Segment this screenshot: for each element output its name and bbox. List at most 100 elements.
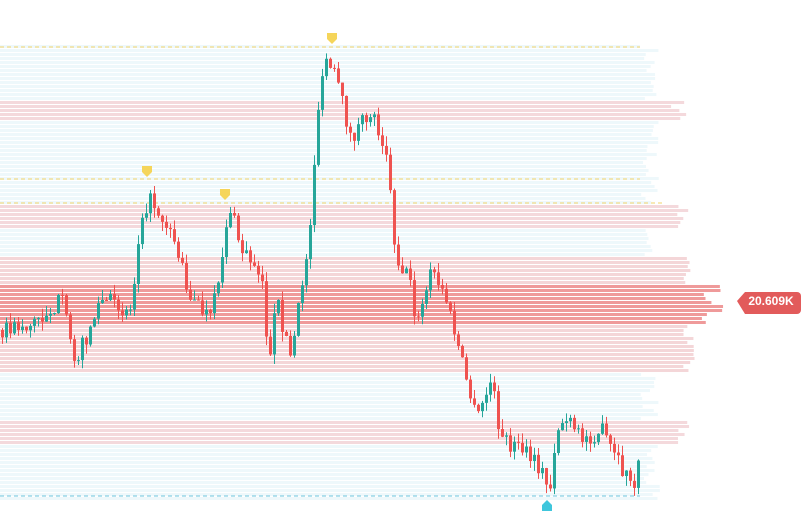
candle-body: [289, 335, 292, 356]
candle-body: [233, 212, 236, 216]
price-label: 20.609K: [748, 294, 794, 308]
profile-row: [0, 69, 647, 72]
profile-row: [0, 461, 655, 464]
candle-body: [69, 314, 72, 340]
profile-row: [0, 321, 706, 324]
price-tag: [737, 292, 801, 314]
candle-body: [433, 269, 436, 273]
candle-body: [601, 423, 604, 434]
candle-body: [505, 435, 508, 437]
profile-row: [0, 353, 694, 356]
high-marker: [220, 189, 230, 200]
candle-body: [561, 423, 564, 431]
candle-body: [425, 290, 428, 304]
candle-body: [85, 337, 88, 345]
candle-body: [501, 429, 504, 437]
profile-row: [0, 129, 653, 132]
profile-row: [0, 365, 684, 368]
profile-row: [0, 453, 648, 456]
candle-body: [49, 313, 52, 316]
profile-row: [0, 465, 647, 468]
candle-body: [533, 454, 536, 462]
candle-body: [213, 293, 216, 314]
candle-body: [357, 124, 360, 141]
profile-row: [0, 285, 720, 288]
profile-row: [0, 393, 641, 396]
candle-body: [185, 262, 188, 290]
profile-row: [0, 257, 687, 260]
profile-row: [0, 437, 678, 440]
candle-body: [61, 294, 64, 296]
candle-body: [53, 313, 56, 315]
profile-row: [0, 265, 688, 268]
candle-body: [117, 299, 120, 311]
candle-body: [545, 468, 548, 485]
profile-row: [0, 369, 689, 372]
profile-row: [0, 473, 649, 476]
profile-row: [0, 349, 694, 352]
candle-body: [461, 346, 464, 358]
candle-body: [345, 95, 348, 127]
profile-row: [0, 121, 659, 124]
candle-body: [89, 326, 92, 345]
candle-body: [481, 402, 484, 412]
candle-body: [157, 208, 160, 216]
candle-body: [413, 280, 416, 317]
candle-body: [25, 326, 28, 331]
high-marker: [327, 33, 337, 44]
candle-body: [497, 391, 500, 430]
candle-body: [41, 317, 44, 322]
profile-row: [0, 81, 651, 84]
candle-body: [57, 294, 60, 314]
candle-body: [549, 484, 552, 489]
candle-body: [177, 241, 180, 258]
candle-body: [269, 336, 272, 355]
candle-body: [485, 394, 488, 403]
profile-row: [0, 89, 653, 92]
candle-body: [141, 217, 144, 245]
candle-body: [517, 441, 520, 443]
profile-row: [0, 189, 658, 192]
profile-row: [0, 181, 652, 184]
profile-row: [0, 217, 684, 220]
profile-row: [0, 425, 690, 428]
candle-body: [113, 294, 116, 300]
profile-row: [0, 173, 646, 176]
candle-body: [309, 224, 312, 260]
profile-row: [0, 481, 647, 484]
profile-row: [0, 229, 646, 232]
candle-body: [573, 417, 576, 430]
profile-row: [0, 109, 680, 112]
candle-body: [77, 360, 80, 362]
candle-body: [381, 135, 384, 146]
candle-body: [525, 446, 528, 453]
candle-body: [509, 435, 512, 452]
candle-body: [577, 428, 580, 430]
candle-body: [557, 430, 560, 453]
profile-row: [0, 93, 657, 96]
profile-row: [0, 233, 648, 236]
candle-body: [541, 468, 544, 474]
candle-body: [245, 250, 248, 254]
candle-body: [465, 357, 468, 380]
profile-row: [0, 245, 651, 248]
candle-body: [409, 268, 412, 281]
candle-body: [565, 421, 568, 424]
candle-body: [65, 295, 68, 315]
candle-body: [385, 145, 388, 155]
candle-body: [589, 436, 592, 444]
profile-row: [0, 297, 706, 300]
profile-row: [0, 161, 644, 164]
candle-body: [33, 318, 36, 326]
candle-body: [569, 417, 572, 422]
candle-body: [101, 299, 104, 304]
profile-row: [0, 497, 658, 500]
candle-body: [333, 67, 336, 69]
profile-row: [0, 357, 695, 360]
profile-row: [0, 205, 679, 208]
profile-row: [0, 329, 684, 332]
candle-body: [437, 272, 440, 285]
candle-body: [129, 309, 132, 311]
candle-body: [617, 452, 620, 456]
